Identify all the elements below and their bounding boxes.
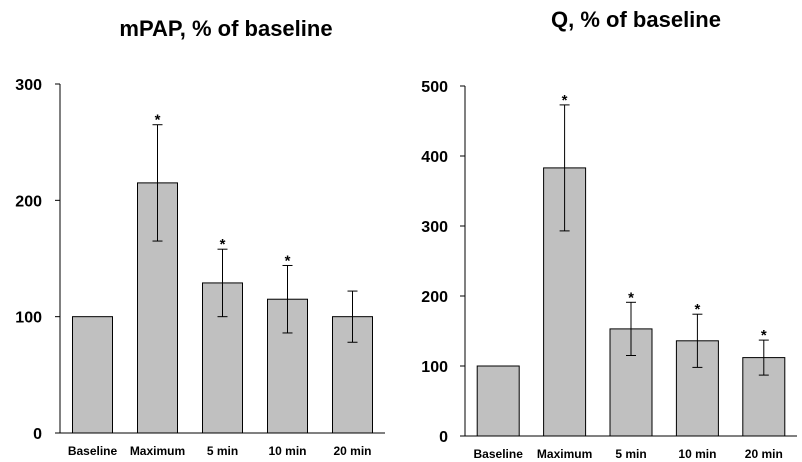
chart-mpap: mPAP, % of baseline 0 100 200 300 Baseline * M… [15,16,385,458]
chart-title: Q, % of baseline [551,7,721,32]
y-tick-label: 0 [33,426,42,443]
significance-marker: * [694,301,700,318]
x-tick-label: 5 min [207,444,238,458]
x-tick-label: 20 min [333,444,371,458]
chart-q: Q, % of baseline 0 100 200 300 400 500 Baselin… [421,7,797,461]
x-tick-label: Maximum [130,444,185,458]
x-tick-label: 10 min [678,447,716,461]
significance-marker: * [285,252,291,269]
significance-marker: * [220,236,226,253]
y-tick-label: 400 [421,149,448,166]
x-tick-label: Maximum [537,447,592,461]
bar [476,365,520,437]
y-tick-label: 500 [421,79,448,96]
bar [72,316,113,434]
x-tick-label: 10 min [268,444,306,458]
y-tick-label: 200 [421,289,448,306]
x-tick-label: 20 min [745,447,783,461]
significance-marker: * [628,289,634,306]
significance-marker: * [562,92,568,109]
x-tick-label: Baseline [68,444,118,458]
y-tick-label: 100 [421,359,448,376]
y-tick-label: 200 [15,193,42,210]
significance-marker: * [155,112,161,129]
y-tick-label: 300 [421,219,448,236]
y-tick-label: 100 [15,310,42,327]
chart-title: mPAP, % of baseline [119,16,332,41]
significance-marker: * [761,327,767,344]
x-tick-label: Baseline [474,447,524,461]
x-tick-label: 5 min [615,447,646,461]
y-tick-label: 0 [439,429,448,446]
y-tick-label: 300 [15,77,42,94]
